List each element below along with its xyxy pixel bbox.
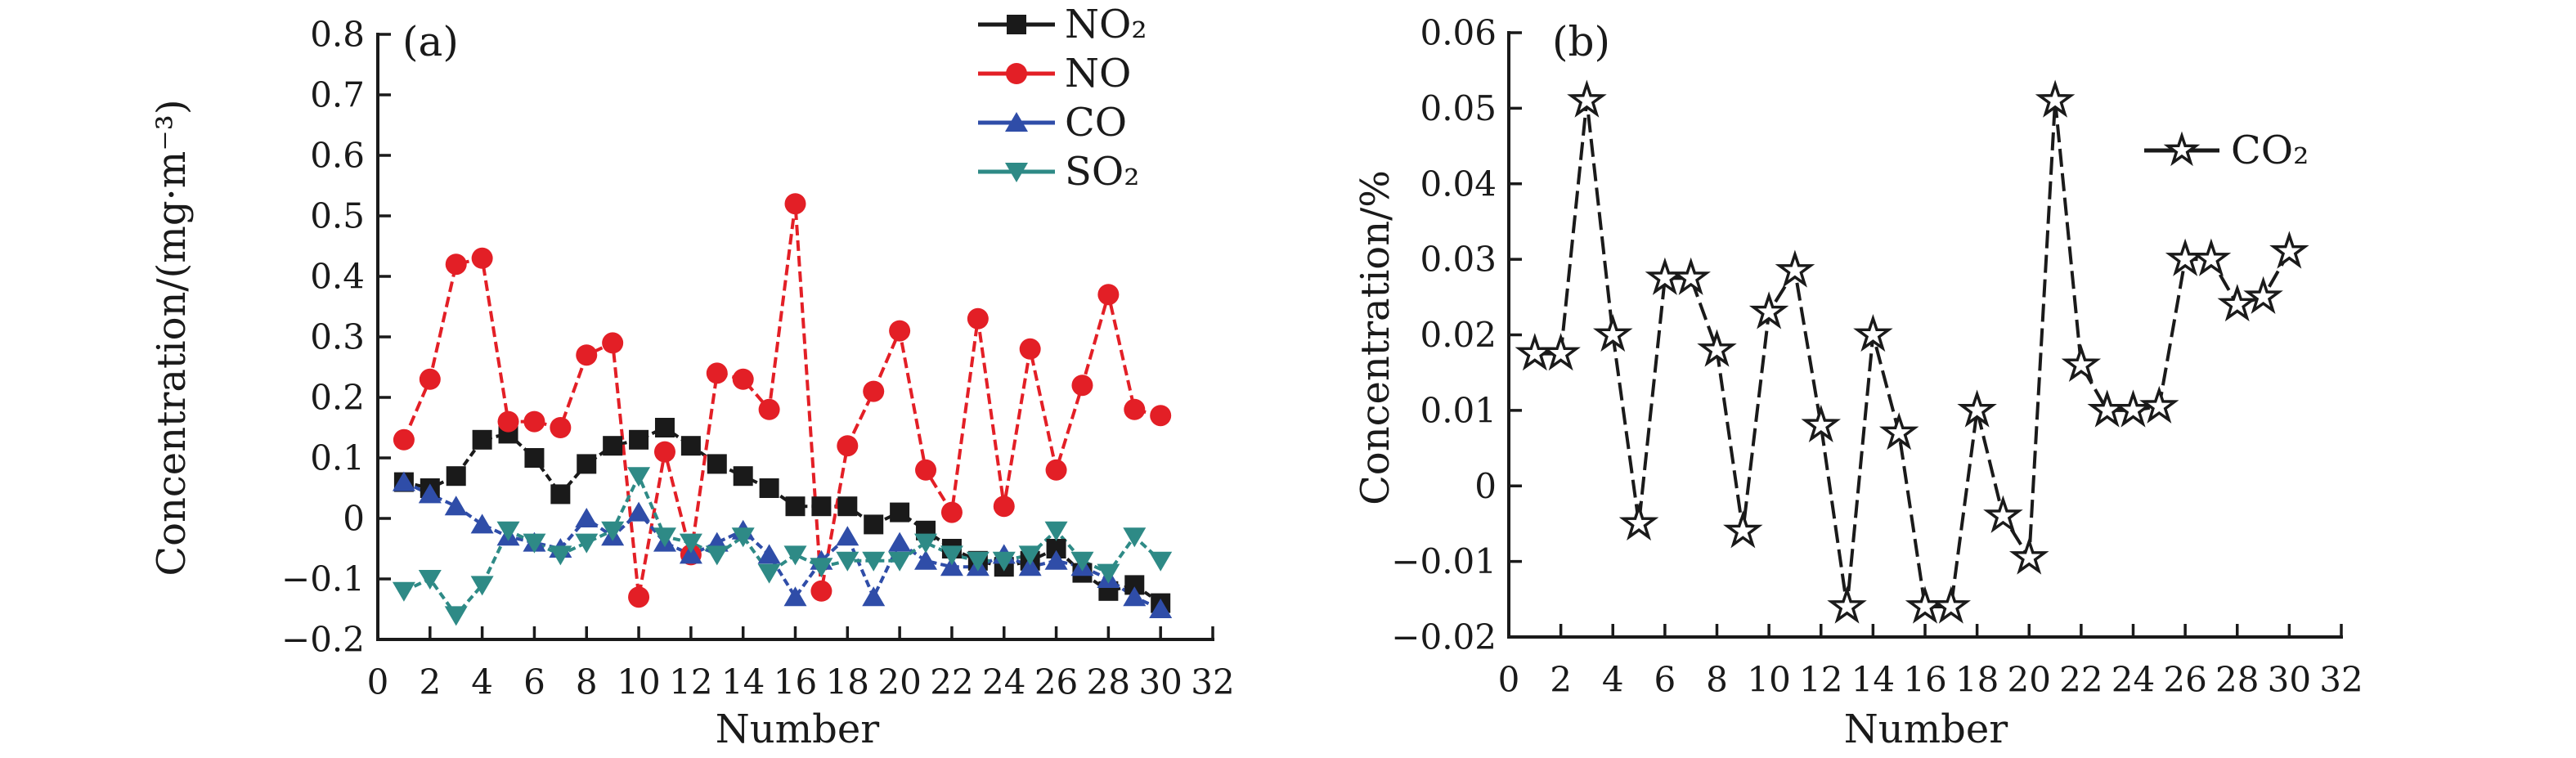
x-tick-label: 6 (523, 662, 545, 702)
panel-b-label: (b) (1552, 18, 1611, 65)
y-tick-label: 0.01 (1420, 390, 1497, 430)
x-tick-label: 28 (1087, 662, 1130, 702)
legend-label-NO: NO (1065, 51, 1131, 96)
legend-item-NO: NO (978, 51, 1131, 96)
panel-b: 0.060.050.040.030.020.010−0.01−0.020 2 4 6 8… (1391, 13, 2363, 700)
y-tick-label: 0.6 (310, 136, 365, 176)
x-tick-label: 14 (1851, 660, 1895, 700)
x-tick-label: 2 (1550, 660, 1572, 700)
x-tick-label: 0 (367, 662, 389, 702)
x-tick-label: 16 (1903, 660, 1946, 700)
x-tick-label: 18 (826, 662, 869, 702)
x-tick-label: 20 (2008, 660, 2051, 700)
legend-item-CO: CO (978, 100, 1127, 146)
legend-item-NO₂: NO₂ (978, 2, 1147, 47)
x-tick-label: 8 (576, 662, 598, 702)
x-tick-label: 6 (1654, 660, 1676, 700)
x-tick-label: 0 (1498, 660, 1520, 700)
panel-a-label: (a) (402, 18, 459, 65)
legend-label-NO₂: NO₂ (1065, 2, 1147, 47)
x-tick-label: 22 (930, 662, 973, 702)
y-tick-label: 0.03 (1420, 240, 1497, 280)
x-tick-label: 30 (2268, 660, 2311, 700)
y-tick-label: 0.5 (310, 196, 365, 236)
y-tick-label: 0.02 (1420, 315, 1497, 355)
x-tick-label: 28 (2215, 660, 2259, 700)
panel-b-y-axis-title: Concentration/% (1353, 170, 1398, 505)
y-tick-label: 0.06 (1420, 13, 1497, 53)
x-tick-label: 20 (877, 662, 921, 702)
series-markers-NO₂ (393, 418, 1171, 613)
legend-label-CO: CO (1065, 100, 1127, 146)
y-tick-label: 0.04 (1420, 164, 1497, 204)
y-tick-label: 0.2 (310, 378, 365, 418)
panel-b-x-axis-title: Number (1843, 706, 2008, 752)
x-tick-label: 8 (1706, 660, 1728, 700)
x-tick-label: 26 (1034, 662, 1078, 702)
y-tick-label: 0.7 (310, 75, 365, 115)
x-tick-label: 32 (1191, 662, 1234, 702)
series-line-NO₂ (403, 426, 1162, 605)
x-tick-label: 10 (1747, 660, 1790, 700)
x-tick-label: 24 (2112, 660, 2155, 700)
x-tick-label: 12 (1799, 660, 1842, 700)
series-line-CO₂ (1534, 99, 2291, 608)
x-tick-label: 2 (419, 662, 441, 702)
y-tick-label: −0.02 (1391, 617, 1497, 657)
y-tick-label: −0.1 (281, 559, 365, 599)
x-tick-label: 18 (1955, 660, 1999, 700)
x-tick-label: 12 (669, 662, 712, 702)
legend-item-SO₂: SO₂ (978, 149, 1139, 195)
x-tick-label: 4 (471, 662, 493, 702)
series-markers-SO₂ (392, 467, 1173, 626)
y-tick-label: 0.1 (310, 438, 365, 478)
series-markers-CO₂ (1515, 79, 2309, 624)
x-tick-label: 4 (1602, 660, 1624, 700)
x-tick-label: 10 (617, 662, 660, 702)
y-tick-label: 0.05 (1420, 88, 1497, 128)
x-tick-label: 16 (774, 662, 817, 702)
y-tick-label: −0.2 (281, 620, 365, 660)
y-tick-label: 0.4 (310, 257, 365, 297)
x-tick-label: 30 (1138, 662, 1182, 702)
x-tick-label: 26 (2163, 660, 2206, 700)
legend-label-CO₂: CO₂ (2231, 128, 2309, 173)
y-tick-label: 0.8 (310, 15, 365, 55)
y-tick-label: 0 (1474, 466, 1497, 506)
legend-item-CO₂: CO₂ (2144, 128, 2309, 173)
x-tick-label: 24 (982, 662, 1025, 702)
y-tick-label: 0 (343, 499, 365, 539)
y-tick-label: 0.3 (310, 317, 365, 357)
panel-a-x-axis-title: Number (715, 706, 880, 752)
x-tick-label: 22 (2059, 660, 2103, 700)
y-tick-label: −0.01 (1391, 541, 1497, 581)
x-tick-label: 32 (2319, 660, 2363, 700)
legend-label-SO₂: SO₂ (1065, 149, 1139, 195)
legend-panel-b: CO₂ (2144, 128, 2309, 173)
x-tick-label: 14 (721, 662, 765, 702)
panel-a: 0.80.70.60.50.40.30.20.10−0.1−0.20 2 4 6 8 10… (281, 15, 1235, 702)
panel-a-y-axis-title: Concentration/(mg·m⁻³) (149, 99, 195, 576)
